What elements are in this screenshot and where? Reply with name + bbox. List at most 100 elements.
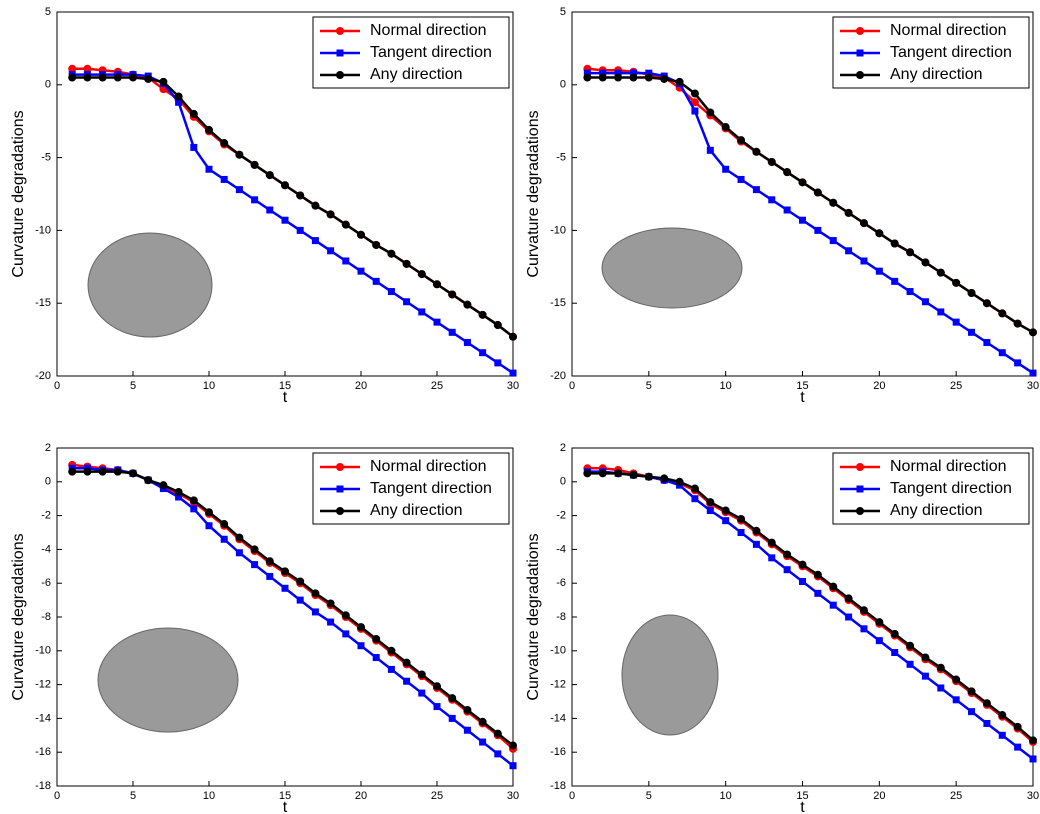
marker xyxy=(722,517,729,524)
x-tick-label: 10 xyxy=(203,380,215,392)
y-tick-label: -15 xyxy=(35,297,51,309)
marker xyxy=(236,549,243,556)
x-tick-label: 5 xyxy=(646,790,652,802)
y-tick-label: -2 xyxy=(556,510,566,522)
marker xyxy=(479,739,486,746)
marker xyxy=(952,279,960,287)
marker xyxy=(281,181,289,189)
marker xyxy=(463,706,471,714)
marker xyxy=(509,333,517,341)
y-tick-label: -10 xyxy=(550,645,566,657)
marker xyxy=(676,478,684,486)
y-tick-label: -4 xyxy=(41,543,51,555)
marker xyxy=(829,583,837,591)
marker xyxy=(327,599,335,607)
y-tick-label: -16 xyxy=(35,746,51,758)
y-axis-label: Curvature degradations xyxy=(525,533,542,700)
marker xyxy=(860,625,867,632)
marker xyxy=(629,471,637,479)
marker xyxy=(190,110,198,118)
marker xyxy=(753,186,760,193)
marker xyxy=(845,614,852,621)
x-tick-label: 30 xyxy=(1027,790,1039,802)
mesh-thumbnail xyxy=(622,615,718,735)
panel: 051015202530-18-16-14-12-10-8-6-4-202tCu… xyxy=(10,442,519,814)
marker xyxy=(876,268,883,275)
marker xyxy=(372,635,380,643)
marker xyxy=(479,349,486,356)
marker xyxy=(433,682,441,690)
x-tick-label: 20 xyxy=(873,790,885,802)
marker xyxy=(614,74,622,82)
marker xyxy=(768,539,776,547)
marker xyxy=(373,654,380,661)
marker xyxy=(645,473,653,481)
marker xyxy=(860,257,867,264)
marker xyxy=(891,278,898,285)
x-axis-label: t xyxy=(283,389,288,406)
y-tick-label: -16 xyxy=(550,746,566,758)
marker xyxy=(860,219,868,227)
x-tick-label: 20 xyxy=(873,380,885,392)
panel: 051015202530-20-15-10-505tCurvature degr… xyxy=(10,6,519,406)
marker xyxy=(1014,723,1022,731)
marker xyxy=(494,750,501,757)
marker xyxy=(737,136,745,144)
marker xyxy=(922,673,929,680)
marker xyxy=(983,699,991,707)
marker xyxy=(327,619,334,626)
marker xyxy=(876,637,883,644)
y-tick-label: -20 xyxy=(35,370,51,382)
marker xyxy=(768,196,775,203)
marker xyxy=(448,694,456,702)
legend-label: Normal direction xyxy=(370,22,486,39)
marker xyxy=(999,732,1006,739)
marker xyxy=(922,298,929,305)
marker xyxy=(768,158,776,166)
marker xyxy=(282,217,289,224)
marker xyxy=(297,597,304,604)
marker xyxy=(1030,370,1037,377)
x-tick-label: 10 xyxy=(720,790,732,802)
x-tick-label: 10 xyxy=(203,790,215,802)
marker xyxy=(784,566,791,573)
marker xyxy=(403,260,411,268)
x-tick-label: 25 xyxy=(431,790,443,802)
marker xyxy=(952,676,960,684)
marker xyxy=(799,217,806,224)
y-tick-label: -14 xyxy=(35,712,51,724)
marker xyxy=(829,199,837,207)
marker xyxy=(449,329,456,336)
marker xyxy=(296,578,304,586)
marker xyxy=(68,468,76,476)
x-tick-label: 30 xyxy=(507,380,519,392)
marker xyxy=(706,108,714,116)
marker xyxy=(799,178,807,186)
marker xyxy=(752,527,760,535)
x-tick-label: 10 xyxy=(720,380,732,392)
marker xyxy=(327,247,334,254)
marker xyxy=(144,75,152,83)
marker xyxy=(968,687,976,695)
marker xyxy=(660,75,668,83)
marker xyxy=(311,202,319,210)
y-tick-label: -10 xyxy=(35,224,51,236)
marker xyxy=(1014,320,1022,328)
y-tick-label: -6 xyxy=(41,577,51,589)
y-tick-label: -8 xyxy=(556,611,566,623)
y-tick-label: -20 xyxy=(550,370,566,382)
marker xyxy=(983,299,991,307)
marker xyxy=(206,166,213,173)
marker xyxy=(175,488,183,496)
legend-label: Any direction xyxy=(370,66,463,83)
marker xyxy=(114,468,122,476)
marker xyxy=(221,536,228,543)
legend-label: Any direction xyxy=(890,66,983,83)
legend-marker xyxy=(336,463,344,471)
y-tick-label: -8 xyxy=(41,611,51,623)
y-axis-label: Curvature degradations xyxy=(10,110,27,277)
y-tick-label: 0 xyxy=(45,476,51,488)
marker xyxy=(1029,328,1037,336)
x-tick-label: 5 xyxy=(646,380,652,392)
marker xyxy=(387,250,395,258)
